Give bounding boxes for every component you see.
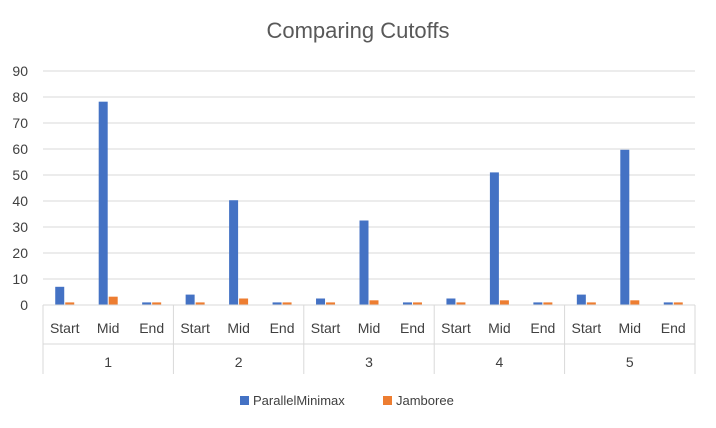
y-tick-label: 60	[12, 141, 28, 157]
x-subcategory-label: Start	[50, 320, 80, 336]
bar-parallelminimax-3-mid	[359, 220, 369, 305]
bar-parallelminimax-2-mid	[229, 200, 239, 305]
y-tick-label: 10	[12, 271, 28, 287]
bar-jamboree-3-mid	[369, 300, 379, 305]
legend-swatch	[240, 396, 249, 405]
bar-parallelminimax-3-start	[316, 298, 326, 305]
bar-jamboree-5-end	[673, 302, 683, 305]
bar-jamboree-2-mid	[239, 298, 249, 305]
x-subcategory-label: End	[530, 320, 555, 336]
bar-parallelminimax-1-end	[142, 302, 152, 305]
bar-parallelminimax-4-start	[446, 298, 456, 305]
y-tick-label: 90	[12, 63, 28, 79]
bar-parallelminimax-1-mid	[98, 101, 108, 306]
y-tick-label: 70	[12, 115, 28, 131]
bar-parallelminimax-2-end	[272, 302, 282, 305]
x-subcategory-label: Mid	[619, 320, 642, 336]
bar-jamboree-3-start	[326, 302, 336, 305]
x-subcategory-label: Start	[311, 320, 341, 336]
bar-parallelminimax-5-end	[663, 302, 673, 305]
bar-jamboree-1-mid	[108, 296, 118, 305]
bar-parallelminimax-4-mid	[489, 172, 499, 305]
bar-parallelminimax-4-end	[533, 302, 543, 305]
x-subcategory-label: End	[139, 320, 164, 336]
x-axis: Start Mid End Start Mid End Start Mid End Start Mi…	[42, 304, 696, 374]
x-subcategory-label: Mid	[227, 320, 250, 336]
legend: ParallelMinimax Jamboree	[240, 393, 454, 408]
y-tick-label: 40	[12, 193, 28, 209]
bar-parallelminimax-5-start	[576, 294, 586, 305]
legend-label: Jamboree	[396, 393, 454, 408]
bar-jamboree-5-start	[586, 302, 596, 305]
chart-title: Comparing Cutoffs	[266, 18, 449, 43]
x-subcategory-label: Mid	[97, 320, 120, 336]
bar-jamboree-3-end	[412, 302, 422, 305]
x-subcategory-label: Mid	[358, 320, 381, 336]
gridlines	[43, 70, 695, 280]
x-group-label: 3	[365, 354, 373, 370]
legend-swatch	[383, 396, 392, 405]
x-group-label: 2	[235, 354, 243, 370]
y-axis-ticks: 0 10 20 30 40 50 60 70 80 90	[12, 63, 28, 313]
y-tick-label: 30	[12, 219, 28, 235]
bar-parallelminimax-5-mid	[620, 149, 630, 305]
bar-jamboree-4-start	[456, 302, 466, 305]
bars	[55, 101, 683, 306]
bar-parallelminimax-2-start	[185, 294, 195, 305]
bar-jamboree-4-end	[543, 302, 553, 305]
bar-jamboree-2-end	[282, 302, 292, 305]
bar-jamboree-2-start	[195, 302, 205, 305]
x-group-label: 5	[626, 354, 634, 370]
x-subcategory-label: Start	[441, 320, 471, 336]
y-tick-label: 20	[12, 245, 28, 261]
x-subcategory-label: End	[400, 320, 425, 336]
bar-jamboree-4-mid	[499, 300, 509, 305]
x-subcategory-label: End	[661, 320, 686, 336]
x-subcategory-label: Start	[572, 320, 602, 336]
bar-parallelminimax-1-start	[55, 286, 65, 305]
legend-label: ParallelMinimax	[253, 393, 345, 408]
x-subcategory-label: Start	[180, 320, 210, 336]
y-tick-label: 80	[12, 89, 28, 105]
x-group-label: 1	[104, 354, 112, 370]
bar-jamboree-5-mid	[630, 300, 640, 305]
x-subcategory-label: Mid	[488, 320, 511, 336]
bar-jamboree-1-start	[65, 302, 75, 305]
x-subcategory-label: End	[270, 320, 295, 336]
bar-parallelminimax-3-end	[402, 302, 412, 305]
x-group-label: 4	[496, 354, 504, 370]
bar-jamboree-1-end	[152, 302, 162, 305]
y-tick-label: 0	[20, 297, 28, 313]
y-tick-label: 50	[12, 167, 28, 183]
